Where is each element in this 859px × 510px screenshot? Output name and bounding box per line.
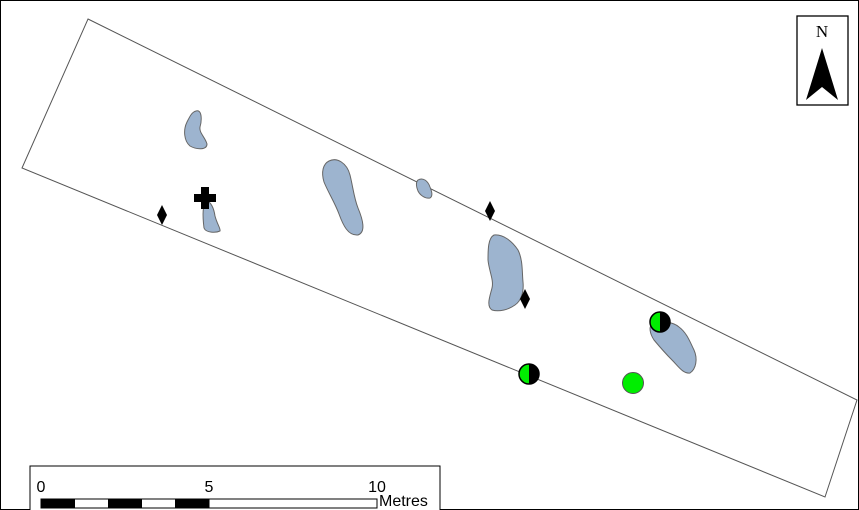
cross-marker[interactable] xyxy=(194,187,216,209)
diamond-marker[interactable] xyxy=(157,205,167,225)
north-arrow-icon xyxy=(806,48,838,100)
water-feature xyxy=(487,234,524,312)
scale-tick-0: 0 xyxy=(37,479,46,496)
diamond-marker[interactable] xyxy=(520,289,530,309)
water-feature xyxy=(416,178,433,199)
north-label: N xyxy=(816,22,828,41)
half-circle-marker[interactable] xyxy=(518,363,540,385)
scale-segment xyxy=(175,499,209,508)
diamond-marker[interactable] xyxy=(485,201,495,221)
scale-tick-10: 10 xyxy=(368,479,386,496)
water-feature xyxy=(322,159,364,236)
green-circle-marker[interactable] xyxy=(622,372,644,394)
scale-segment xyxy=(41,499,75,508)
scale-tick-5: 5 xyxy=(205,479,214,496)
scale-segment xyxy=(108,499,142,508)
half-circle-marker[interactable] xyxy=(649,311,671,333)
north-arrow: N xyxy=(796,15,849,106)
scale-segment xyxy=(208,498,378,509)
water-feature xyxy=(184,110,208,150)
scale-bar: 0 5 10 Metres xyxy=(29,465,441,510)
water-feature xyxy=(649,321,697,374)
scale-unit-label: Metres xyxy=(379,493,428,510)
survey-area-outline xyxy=(21,18,858,498)
